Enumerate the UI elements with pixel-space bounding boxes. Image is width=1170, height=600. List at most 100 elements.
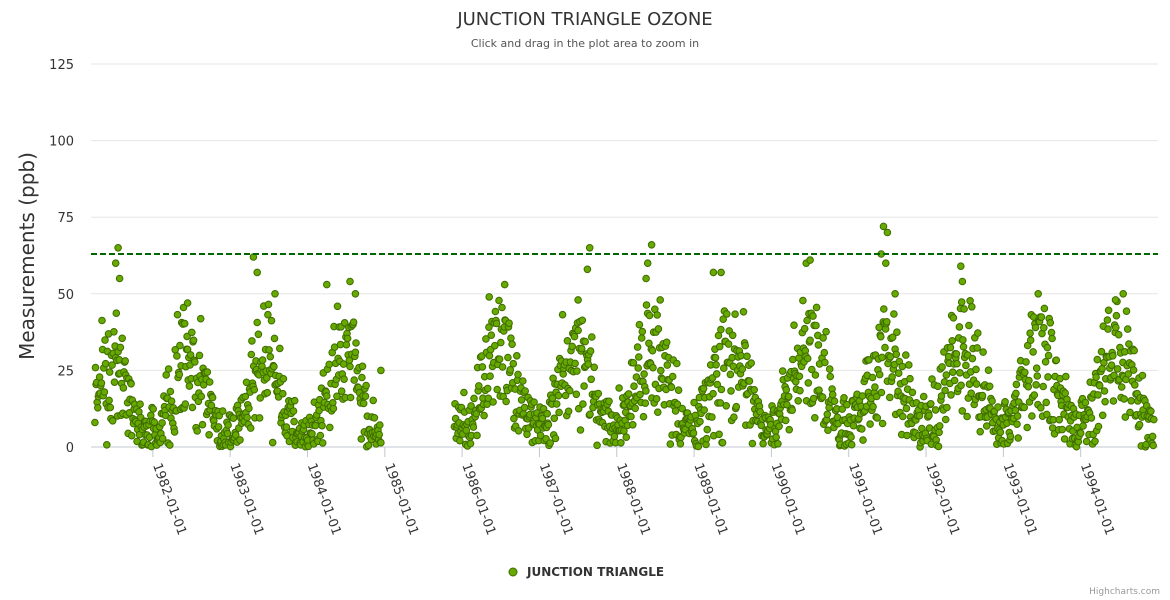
data-point[interactable] <box>108 361 116 369</box>
data-point[interactable] <box>1113 365 1122 373</box>
data-point[interactable] <box>173 352 181 360</box>
data-point[interactable] <box>1012 380 1021 389</box>
data-point[interactable] <box>176 341 184 350</box>
data-point[interactable] <box>723 310 731 318</box>
data-point[interactable] <box>1123 325 1132 333</box>
data-point[interactable] <box>671 407 680 415</box>
data-point[interactable] <box>873 414 882 422</box>
data-point[interactable] <box>359 399 368 408</box>
data-point[interactable] <box>934 442 943 451</box>
data-point[interactable] <box>653 311 662 319</box>
data-point[interactable] <box>114 244 122 252</box>
data-point[interactable] <box>968 354 977 363</box>
data-point[interactable] <box>577 344 586 353</box>
data-point[interactable] <box>937 392 946 400</box>
data-point[interactable] <box>513 352 521 360</box>
data-point[interactable] <box>326 423 334 432</box>
data-point[interactable] <box>778 367 787 375</box>
data-point[interactable] <box>1060 435 1069 443</box>
data-point[interactable] <box>279 375 288 383</box>
data-point[interactable] <box>554 391 563 400</box>
data-point[interactable] <box>349 318 358 327</box>
data-point[interactable] <box>840 394 848 402</box>
data-point[interactable] <box>544 420 553 429</box>
data-point[interactable] <box>946 343 955 352</box>
data-point[interactable] <box>1110 371 1118 380</box>
data-point[interactable] <box>902 351 910 359</box>
data-point[interactable] <box>605 397 613 406</box>
data-point[interactable] <box>164 365 173 373</box>
data-point[interactable] <box>580 382 588 390</box>
data-point[interactable] <box>492 319 501 328</box>
data-point[interactable] <box>718 438 727 447</box>
data-point[interactable] <box>504 353 512 362</box>
data-point[interactable] <box>899 412 907 421</box>
data-point[interactable] <box>629 421 637 429</box>
data-point[interactable] <box>722 402 731 410</box>
data-point[interactable] <box>953 359 961 368</box>
data-point[interactable] <box>289 407 298 415</box>
data-point[interactable] <box>265 346 273 354</box>
data-point[interactable] <box>1040 304 1049 313</box>
data-point[interactable] <box>622 433 631 442</box>
data-point[interactable] <box>333 392 341 401</box>
data-point[interactable] <box>978 391 987 400</box>
data-point[interactable] <box>1032 364 1041 373</box>
data-point[interactable] <box>943 403 951 412</box>
data-point[interactable] <box>1122 307 1131 316</box>
data-point[interactable] <box>223 429 232 438</box>
data-point[interactable] <box>91 363 100 372</box>
data-point[interactable] <box>967 389 976 398</box>
data-point[interactable] <box>915 411 924 420</box>
data-point[interactable] <box>882 259 890 268</box>
data-point[interactable] <box>483 384 492 393</box>
data-point[interactable] <box>678 404 687 413</box>
data-point[interactable] <box>271 290 279 298</box>
data-point[interactable] <box>1100 387 1109 395</box>
data-point[interactable] <box>195 351 204 360</box>
data-point[interactable] <box>523 430 531 439</box>
data-point[interactable] <box>818 393 827 401</box>
data-point[interactable] <box>1114 330 1123 339</box>
data-point[interactable] <box>985 382 994 391</box>
data-point[interactable] <box>814 341 823 349</box>
data-point[interactable] <box>1119 290 1127 298</box>
data-point[interactable] <box>1126 408 1134 417</box>
data-point[interactable] <box>878 419 887 428</box>
data-point[interactable] <box>898 362 907 371</box>
data-point[interactable] <box>820 348 829 357</box>
data-point[interactable] <box>881 343 889 352</box>
data-point[interactable] <box>1081 398 1090 407</box>
data-point[interactable] <box>647 241 656 249</box>
data-point[interactable] <box>972 365 980 374</box>
data-point[interactable] <box>1033 372 1042 380</box>
data-point[interactable] <box>498 363 507 371</box>
data-point[interactable] <box>959 343 968 351</box>
data-point[interactable] <box>180 319 189 328</box>
data-point[interactable] <box>973 344 982 352</box>
data-point[interactable] <box>255 414 264 422</box>
data-point[interactable] <box>558 310 567 319</box>
data-point[interactable] <box>812 321 820 330</box>
legend[interactable]: JUNCTION TRIANGLE <box>508 565 664 579</box>
data-point[interactable] <box>903 431 911 440</box>
data-point[interactable] <box>828 390 837 399</box>
data-point[interactable] <box>510 414 518 423</box>
data-point[interactable] <box>158 434 167 443</box>
data-point[interactable] <box>673 359 681 368</box>
data-point[interactable] <box>579 400 587 408</box>
data-point[interactable] <box>1101 397 1109 406</box>
data-point[interactable] <box>1014 434 1023 442</box>
data-point[interactable] <box>956 369 964 377</box>
data-point[interactable] <box>101 336 109 344</box>
data-point[interactable] <box>466 439 475 448</box>
data-point[interactable] <box>803 354 812 363</box>
data-point[interactable] <box>470 394 478 403</box>
data-point[interactable] <box>1135 420 1144 429</box>
data-point[interactable] <box>878 353 886 362</box>
data-point[interactable] <box>232 431 240 439</box>
data-point[interactable] <box>713 380 722 389</box>
data-point[interactable] <box>167 397 176 406</box>
data-point[interactable] <box>716 399 725 407</box>
data-point[interactable] <box>538 414 547 423</box>
